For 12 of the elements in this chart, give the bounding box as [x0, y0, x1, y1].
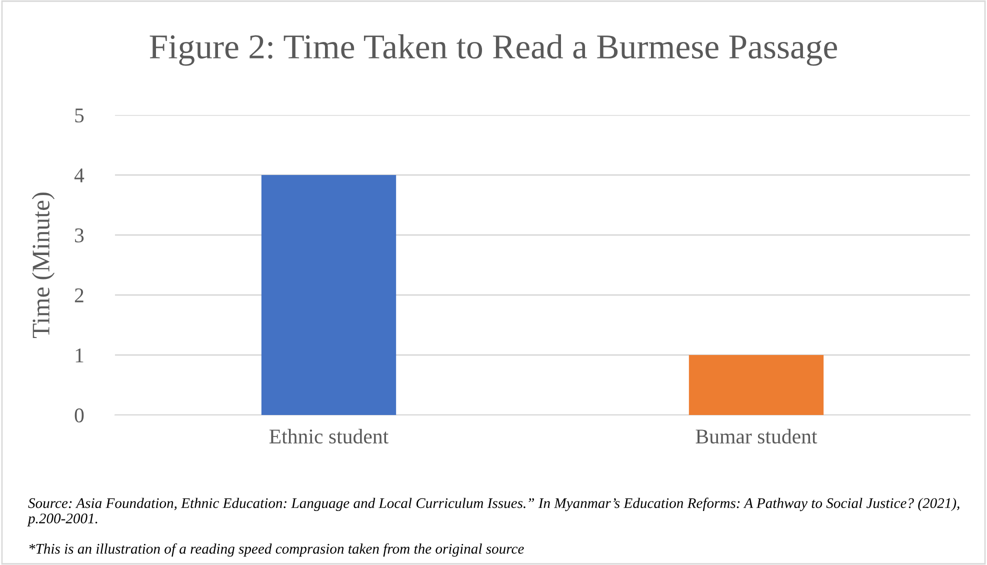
- y-tick-label: 4: [74, 168, 84, 182]
- text: *This is an illustration of a reading speed comprasion taken from the original source: [29, 543, 524, 557]
- y-axis-title: Time (Minute): [32, 192, 55, 338]
- y-tick-label: 5: [75, 108, 84, 122]
- x-tick-label: Ethnic student: [269, 428, 389, 444]
- y-tick-label: 2: [74, 288, 84, 302]
- y-tick-label: 1: [76, 348, 84, 362]
- y-tick-label: 3: [75, 228, 84, 242]
- y-tick-label: 0: [74, 408, 84, 422]
- chart-title: Figure 2: Time Taken to Read a Burmese Passage: [150, 34, 837, 66]
- x-tick-label: Bumar student: [696, 428, 818, 444]
- source-note: Source: Asia Foundation, Ethnic Education: Language and Local Curriculum Issues.” In Myanmar’s Education Reforms: A Pathway to Social Justice? (2021), p.200-2001.: [27, 498, 960, 526]
